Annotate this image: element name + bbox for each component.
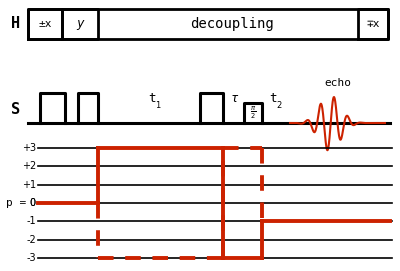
Text: echo: echo bbox=[324, 78, 352, 88]
Text: +3: +3 bbox=[22, 143, 36, 153]
Text: 0: 0 bbox=[30, 198, 36, 208]
Text: y: y bbox=[76, 18, 84, 31]
Text: 0: 0 bbox=[30, 198, 36, 208]
Text: ∓x: ∓x bbox=[366, 19, 380, 29]
Text: t: t bbox=[148, 92, 156, 105]
Text: t: t bbox=[269, 92, 277, 105]
Text: +2: +2 bbox=[22, 161, 36, 171]
Text: H: H bbox=[12, 17, 20, 31]
Text: p =: p = bbox=[6, 198, 26, 208]
Text: $\frac{\pi}{2}$: $\frac{\pi}{2}$ bbox=[250, 105, 256, 121]
Text: 2: 2 bbox=[276, 101, 281, 110]
Text: -1: -1 bbox=[26, 216, 36, 226]
Text: -2: -2 bbox=[26, 235, 36, 245]
Text: S: S bbox=[12, 102, 20, 117]
Text: 1: 1 bbox=[155, 101, 160, 110]
Text: decoupling: decoupling bbox=[190, 17, 274, 31]
Text: +1: +1 bbox=[22, 180, 36, 190]
Text: ±x: ±x bbox=[38, 19, 52, 29]
Text: τ: τ bbox=[230, 92, 238, 105]
Text: -3: -3 bbox=[26, 253, 36, 263]
